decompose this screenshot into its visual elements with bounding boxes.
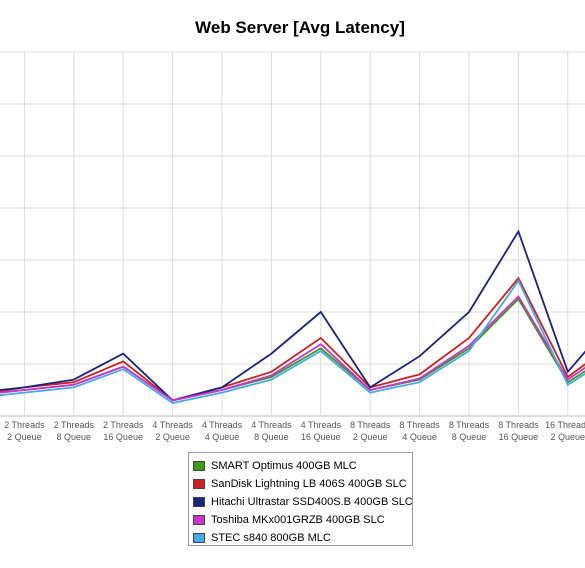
series-line-2 [0,229,585,402]
series-line-1 [0,276,585,402]
legend-label: Hitachi Ultrastar SSD400S.B 400GB SLC [211,496,413,508]
x-tick-label: 16 Queue [499,432,539,442]
legend-item: SMART Optimus 400GB MLC [193,457,412,475]
x-tick-label: 4 Threads [202,420,243,430]
x-tick-label: 8 Threads [399,420,440,430]
chart-legend: SMART Optimus 400GB MLC SanDisk Lightning… [188,452,413,546]
series-line-3 [0,294,585,402]
legend-label: STEC s840 800GB MLC [211,532,331,544]
legend-swatch [193,479,205,489]
x-tick-label: 8 Queue [254,432,289,442]
x-tick-label: 8 Threads [350,420,391,430]
legend-item: Toshiba MKx001GRZB 400GB SLC [193,511,412,529]
legend-swatch [193,461,205,471]
x-tick-label: 2 Queue [155,432,190,442]
x-tick-label: 2 Queue [7,432,42,442]
x-tick-label: 2 Queue [551,432,585,442]
x-tick-label: 16 Queue [103,432,143,442]
x-tick-label: 4 Queue [402,432,437,442]
series-line-4 [0,279,585,404]
x-tick-label: 4 Threads [251,420,292,430]
x-tick-label: 2 Queue [353,432,388,442]
x-tick-label: 2 Threads [54,420,95,430]
legend-swatch [193,497,205,507]
legend-item: STEC s840 800GB MLC [193,529,412,547]
legend-swatch [193,515,205,525]
legend-label: SMART Optimus 400GB MLC [211,460,357,472]
x-tick-label: 8 Queue [57,432,92,442]
x-tick-label: 4 Threads [152,420,193,430]
legend-label: Toshiba MKx001GRZB 400GB SLC [211,514,385,526]
legend-label: SanDisk Lightning LB 406S 400GB SLC [211,478,407,490]
series-line-0 [0,297,585,402]
x-tick-label: 8 Threads [498,420,539,430]
x-tick-label: 8 Threads [449,420,490,430]
legend-item: SanDisk Lightning LB 406S 400GB SLC [193,475,412,493]
legend-swatch [193,533,205,543]
x-tick-label: 4 Queue [205,432,240,442]
x-tick-label: 2 Threads [4,420,45,430]
legend-item: Hitachi Ultrastar SSD400S.B 400GB SLC [193,493,413,511]
x-tick-label: 16 Queue [301,432,341,442]
x-tick-label: 16 Threads [545,420,585,430]
chart-title: Web Server [Avg Latency] [195,18,405,37]
x-tick-label: 8 Queue [452,432,487,442]
x-tick-label: 2 Threads [103,420,144,430]
x-tick-label: 4 Threads [301,420,342,430]
